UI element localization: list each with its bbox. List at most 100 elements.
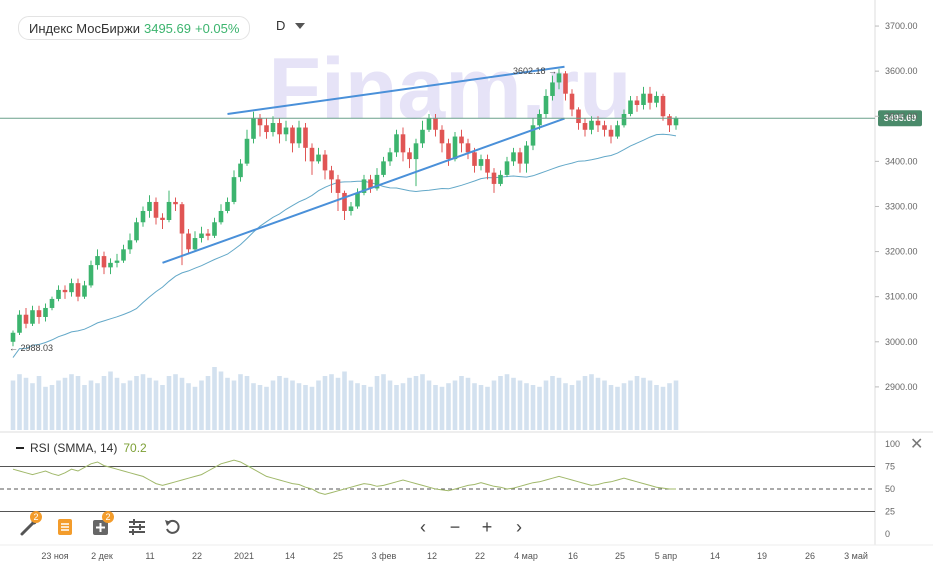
candle-body	[166, 201, 172, 220]
candle-body	[576, 109, 581, 124]
candle-body	[160, 217, 165, 220]
x-tick-label: 16	[568, 551, 578, 561]
volume-bar	[88, 380, 94, 430]
undo-icon[interactable]	[160, 514, 186, 540]
y-tick-label: 3000.00	[885, 337, 918, 347]
x-tick-label: 19	[757, 551, 767, 561]
candle-body	[608, 129, 614, 137]
volume-bar	[153, 380, 159, 430]
volume-bar	[368, 386, 373, 430]
candle-body	[368, 179, 373, 189]
time-axis: 23 ноя 2 дек 11 22 2021 14 25 3 фев 12 22 4 мар 16 2…	[41, 551, 868, 561]
chevron-down-icon[interactable]	[295, 22, 306, 29]
volume-bar	[537, 386, 542, 430]
volume-bar	[550, 376, 555, 430]
zoom-in-icon[interactable]: +	[481, 516, 493, 537]
volume-bar	[530, 385, 536, 430]
zoom-out-icon[interactable]: −	[449, 516, 461, 537]
price-tag-label: 3495.69	[884, 113, 917, 123]
volume-bar	[173, 374, 178, 430]
scroll-left-icon[interactable]: ‹	[420, 516, 426, 537]
volume-bar	[49, 385, 55, 430]
volume-bar	[426, 380, 432, 430]
volume-bar	[270, 380, 276, 430]
y-tick-label: 2900.00	[885, 382, 918, 392]
volume-bar	[17, 374, 22, 430]
rsi-tick-label: 50	[885, 484, 895, 494]
volume-bar	[244, 376, 250, 430]
rsi-legend[interactable]: RSI (SMMA, 14) 70.2	[16, 441, 147, 455]
candle-body	[244, 138, 250, 164]
candle-body	[264, 125, 269, 133]
candle-body	[452, 136, 458, 160]
x-tick-label: 14	[285, 551, 295, 561]
candle-body	[231, 177, 237, 202]
rsi-tick-label: 100	[885, 439, 900, 449]
candle-body	[283, 127, 289, 135]
volume-bar	[465, 377, 471, 430]
notes-icon[interactable]	[52, 514, 78, 540]
candle-body	[472, 152, 477, 166]
candle-body	[439, 129, 445, 144]
volume-bar	[498, 376, 503, 430]
volume-bar	[134, 376, 139, 430]
volume-bar	[30, 383, 35, 430]
candle-body	[667, 116, 672, 126]
candle-body	[355, 192, 360, 207]
volume-bar	[257, 385, 263, 430]
candle-body	[127, 240, 133, 250]
candle-body	[446, 143, 451, 160]
y-tick-label: 3500.00	[885, 111, 918, 121]
rsi-line-swatch	[16, 447, 24, 449]
close-icon[interactable]: ✕	[910, 436, 924, 453]
price-axis: 3700.00 3600.00 3500.00 3400.00 3300.00 3200.…	[875, 21, 918, 392]
candle-body	[348, 206, 354, 211]
candle-body	[147, 201, 152, 211]
volume-bar	[283, 377, 289, 430]
volume-bar	[602, 380, 607, 430]
x-tick-label: 3 фев	[372, 551, 397, 561]
timeframe-selector[interactable]: D	[276, 18, 306, 33]
candle-body	[322, 154, 328, 171]
x-tick-label: 5 апр	[655, 551, 677, 561]
volume-bar	[407, 377, 412, 430]
candle-body	[654, 95, 659, 103]
volume-bar	[62, 377, 68, 430]
volume-bar	[452, 380, 458, 430]
volume-bar	[589, 374, 594, 430]
price-tag	[878, 110, 922, 127]
rsi-tick-label: 0	[885, 529, 890, 539]
x-tick-label: 25	[615, 551, 625, 561]
instrument-name: Индекс МосБиржи	[29, 20, 140, 36]
volume-bar	[127, 380, 133, 430]
volume-bar	[595, 377, 601, 430]
brush-icon[interactable]: 2	[16, 511, 42, 540]
volume-bar	[290, 380, 295, 430]
candle-body	[134, 222, 139, 241]
candle-body	[673, 118, 679, 126]
volume-bar	[199, 380, 204, 430]
candle-body	[153, 201, 159, 218]
volume-bar	[485, 386, 490, 430]
candle-body	[192, 238, 198, 250]
candle-body	[173, 201, 178, 205]
instrument-legend[interactable]: Индекс МосБиржи 3495.69 +0.05%	[18, 16, 251, 40]
volume-bar	[576, 380, 581, 430]
low-annotation: ← 2988.03	[9, 343, 53, 353]
volume-bar	[140, 374, 146, 430]
volume-bar	[238, 374, 243, 430]
volume-bar	[43, 386, 48, 430]
volume-bar	[517, 380, 523, 430]
volume-bar	[556, 377, 562, 430]
scroll-right-icon[interactable]: ›	[516, 516, 522, 537]
candle-body	[602, 125, 607, 130]
volume-bar	[400, 383, 406, 430]
volume-bar	[69, 374, 74, 430]
candle-body	[36, 310, 42, 317]
settings-sliders-icon[interactable]	[124, 514, 150, 540]
candle-body	[23, 314, 29, 324]
candle-body	[238, 163, 243, 178]
volume-bar	[446, 383, 451, 430]
volume-bar	[95, 383, 100, 430]
add-indicator-icon[interactable]: 2	[88, 511, 114, 540]
